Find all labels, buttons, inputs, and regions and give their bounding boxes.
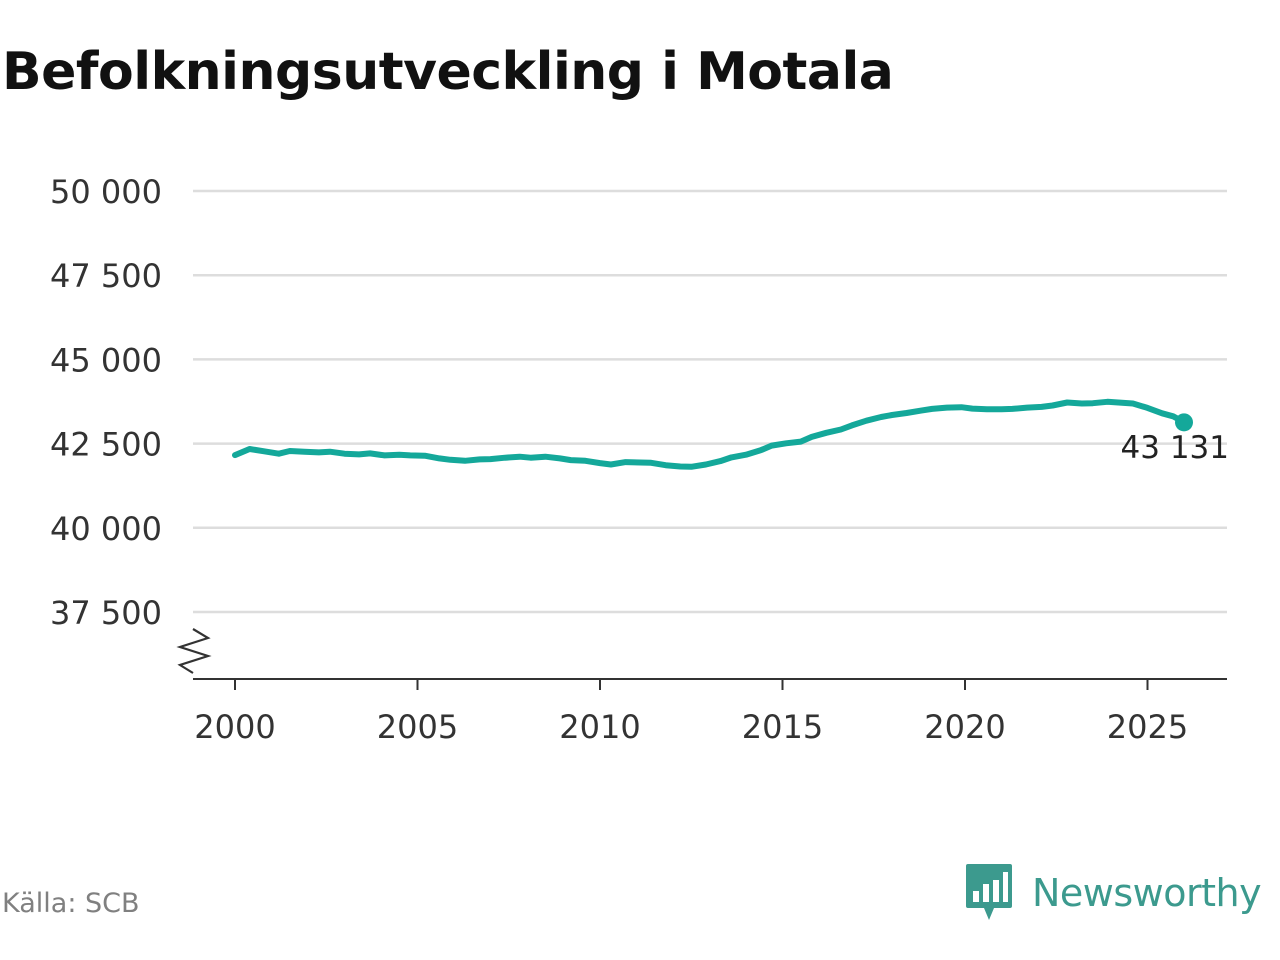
x-tick-label: 2020: [924, 708, 1005, 746]
x-tick-label: 2025: [1107, 708, 1188, 746]
brand-logo[interactable]: Newsworthy: [964, 862, 1262, 924]
y-tick-label: 47 500: [50, 257, 162, 295]
x-tick-label: 2010: [559, 708, 640, 746]
end-point-marker: [1175, 413, 1193, 432]
y-tick-label: 45 000: [50, 341, 162, 379]
y-tick-label: 50 000: [50, 173, 162, 211]
y-tick-label: 42 500: [50, 426, 162, 464]
x-tick-label: 2015: [742, 708, 823, 746]
source-credit: Källa: SCB: [2, 888, 140, 919]
x-tick-label: 2000: [194, 708, 275, 746]
brand-name: Newsworthy: [1032, 871, 1262, 915]
newsworthy-logo-icon: [966, 864, 1012, 920]
series-line: [232, 398, 1187, 470]
y-tick-label: 40 000: [50, 510, 162, 548]
y-axis-break-icon: [176, 628, 212, 674]
gridlines: [193, 189, 1227, 614]
line-chart: 37 500 40 000 42 500 45 000 47 500 50 000 200…: [50, 173, 1229, 746]
end-label-group: 43 131: [1121, 430, 1229, 466]
y-tick-label: 37 500: [50, 594, 162, 632]
end-value-label: 43 131: [1121, 430, 1229, 466]
chart-title: Befolkningsutveckling i Motala: [2, 42, 894, 102]
x-tick-label: 2005: [377, 708, 458, 746]
x-axis-ticks: 2000 2005 2010 2015 2020 2025: [194, 679, 1188, 746]
series: [232, 398, 1193, 470]
y-axis-ticks: 37 500 40 000 42 500 45 000 47 500 50 000: [50, 173, 162, 632]
